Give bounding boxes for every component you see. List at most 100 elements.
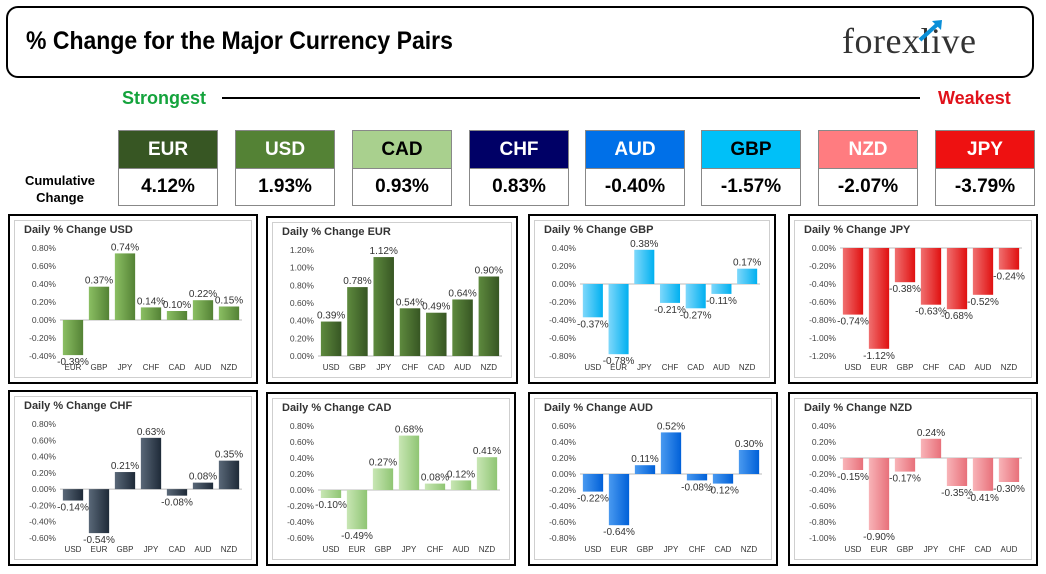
bar-eur bbox=[608, 284, 629, 355]
bar-usd bbox=[62, 489, 84, 501]
bar-usd bbox=[320, 321, 342, 356]
y-tick-label: 0.40% bbox=[32, 452, 57, 462]
bar-chart: -0.80% -0.60% -0.40% -0.20% 0.00% 0.20% 0.40% -… bbox=[549, 239, 761, 372]
y-tick-label: -1.20% bbox=[809, 351, 836, 361]
y-tick-label: -0.40% bbox=[809, 279, 836, 289]
data-label: 0.78% bbox=[343, 276, 371, 287]
chart-title: Daily % Change CAD bbox=[282, 402, 392, 414]
data-label: -0.08% bbox=[161, 498, 193, 509]
y-tick-label: 0.60% bbox=[290, 437, 315, 447]
y-tick-label: 0.40% bbox=[812, 421, 837, 431]
bar-eur bbox=[868, 458, 890, 530]
y-tick-label: -0.60% bbox=[809, 297, 836, 307]
chart-panel-7: Daily % Change NZD -1.00% -0.80% -0.60% -0.4… bbox=[788, 392, 1038, 566]
data-label: -0.21% bbox=[654, 305, 686, 316]
bar-jpy bbox=[660, 432, 682, 474]
y-tick-label: 0.80% bbox=[32, 243, 57, 253]
data-label: 0.35% bbox=[215, 450, 243, 461]
y-tick-label: -0.80% bbox=[549, 351, 576, 361]
x-category-label: EUR bbox=[65, 363, 82, 372]
bar-aud bbox=[192, 300, 214, 320]
bar-cad bbox=[166, 489, 188, 496]
y-tick-label: 0.60% bbox=[32, 261, 57, 271]
data-label: -0.68% bbox=[941, 311, 973, 322]
data-label: 0.21% bbox=[111, 461, 139, 472]
x-category-label: GBP bbox=[117, 545, 134, 554]
cumulative-change-value: -3.79% bbox=[954, 176, 1016, 197]
bar-usd bbox=[582, 284, 603, 318]
bar-chf bbox=[920, 248, 942, 305]
chart-title: Daily % Change JPY bbox=[804, 224, 911, 236]
bar-cad bbox=[712, 474, 734, 484]
x-category-label: JPY bbox=[402, 545, 417, 554]
bar-nzd bbox=[476, 457, 498, 490]
data-label: 0.17% bbox=[733, 258, 761, 269]
x-category-label: JPY bbox=[376, 363, 391, 372]
y-tick-label: 0.60% bbox=[290, 298, 315, 308]
x-category-label: CAD bbox=[428, 363, 445, 372]
y-tick-label: 0.20% bbox=[552, 261, 577, 271]
data-label: 0.41% bbox=[473, 446, 501, 457]
y-tick-label: -0.40% bbox=[29, 517, 56, 527]
bar-eur bbox=[608, 474, 630, 526]
chart-title: Daily % Change NZD bbox=[804, 402, 913, 414]
y-tick-label: -0.60% bbox=[287, 533, 314, 543]
y-tick-label: 0.00% bbox=[32, 484, 57, 494]
bar-usd bbox=[320, 490, 342, 498]
x-category-label: GBP bbox=[897, 545, 914, 554]
bar-chart: 0.00% 0.20% 0.40% 0.60% 0.80% 1.00% 1.20% 0.39%… bbox=[290, 245, 503, 372]
x-category-label: NZD bbox=[479, 545, 496, 554]
page-title: % Change for the Major Currency Pairs bbox=[26, 27, 453, 55]
x-category-label: JPY bbox=[637, 363, 652, 372]
x-category-label: USD bbox=[845, 363, 862, 372]
bar-chf bbox=[686, 474, 708, 481]
data-label: -0.30% bbox=[993, 484, 1025, 495]
bar-jpy bbox=[398, 435, 420, 490]
x-category-label: AUD bbox=[975, 363, 992, 372]
bar-aud bbox=[711, 284, 732, 294]
x-category-label: NZD bbox=[741, 545, 758, 554]
y-tick-label: 0.20% bbox=[552, 453, 577, 463]
data-label: 0.22% bbox=[189, 289, 217, 300]
x-category-label: GBP bbox=[637, 545, 654, 554]
data-label: -0.11% bbox=[706, 296, 737, 307]
y-tick-label: 0.20% bbox=[812, 437, 837, 447]
y-tick-label: -0.60% bbox=[809, 501, 836, 511]
x-category-label: CHF bbox=[662, 363, 679, 372]
data-label: -0.49% bbox=[341, 531, 373, 542]
cumulative-change-value: -2.07% bbox=[837, 176, 899, 197]
forexlive-logo: forexlive bbox=[842, 21, 977, 61]
y-tick-label: -0.20% bbox=[549, 297, 576, 307]
x-category-label: USD bbox=[323, 363, 340, 372]
currency-box-cad: CAD 0.93% bbox=[352, 130, 452, 206]
y-tick-label: 1.20% bbox=[290, 245, 315, 255]
chart-panel-2: Daily % Change GBP -0.80% -0.60% -0.40% -0.2… bbox=[528, 214, 776, 384]
data-label: -0.63% bbox=[915, 307, 947, 318]
y-tick-label: -0.20% bbox=[549, 485, 576, 495]
x-category-label: EUR bbox=[610, 363, 627, 372]
x-category-label: CAD bbox=[169, 545, 186, 554]
data-label: -0.27% bbox=[680, 310, 712, 321]
data-label: -0.64% bbox=[603, 527, 635, 538]
bar-jpy bbox=[140, 437, 162, 490]
y-tick-label: -0.20% bbox=[29, 333, 56, 343]
y-tick-label: 0.40% bbox=[290, 316, 315, 326]
chart-title: Daily % Change USD bbox=[24, 224, 133, 236]
currency-code: NZD bbox=[819, 131, 917, 169]
cumulative-change-value: -0.40% bbox=[604, 176, 666, 197]
currency-code: JPY bbox=[936, 131, 1034, 169]
bar-cad bbox=[972, 458, 994, 491]
y-tick-label: -0.20% bbox=[809, 469, 836, 479]
x-category-label: USD bbox=[323, 545, 340, 554]
x-category-label: CAD bbox=[687, 363, 704, 372]
bar-jpy bbox=[634, 249, 655, 284]
data-label: -0.38% bbox=[889, 284, 921, 295]
bar-nzd bbox=[738, 450, 760, 474]
bar-chart: -0.60% -0.40% -0.20% 0.00% 0.20% 0.40% 0.60% 0.… bbox=[29, 419, 243, 554]
currency-code: CAD bbox=[353, 131, 451, 169]
cumulative-change-value: 0.83% bbox=[492, 176, 546, 197]
currency-box-chf: CHF 0.83% bbox=[469, 130, 569, 206]
data-label: 0.11% bbox=[631, 454, 659, 465]
bar-eur bbox=[62, 320, 84, 356]
x-category-label: EUR bbox=[871, 363, 888, 372]
